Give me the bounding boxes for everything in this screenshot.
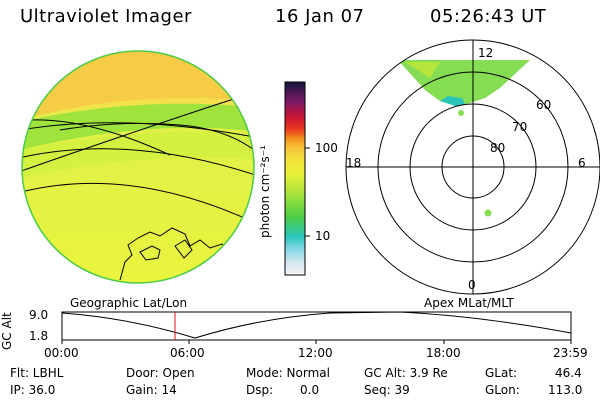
geo-panel-label: Geographic Lat/Lon — [70, 296, 188, 310]
glat-value: 46.4 — [555, 366, 582, 380]
polar-hour-0: 0 — [468, 278, 476, 292]
alt-xtick-0000: 00:00 — [44, 346, 79, 360]
polar-plot — [345, 39, 600, 295]
gain-status: Gain: 14 — [126, 383, 177, 397]
polar-hour-18: 18 — [346, 156, 362, 170]
dsp-label: Dsp: — [246, 383, 274, 397]
alt-xtick-1800: 18:00 — [426, 346, 461, 360]
dsp-value: 0.0 — [300, 383, 320, 397]
glon-label: GLon: — [485, 383, 520, 397]
polar-lat-60: 60 — [536, 98, 552, 112]
flt-status: Flt: LBHL — [10, 366, 64, 380]
color-bar — [284, 81, 310, 276]
alt-xtick-0600: 06:00 — [170, 346, 205, 360]
door-status: Door: Open — [126, 366, 195, 380]
alt-xtick-1200: 12:00 — [298, 346, 333, 360]
app-title: Ultraviolet Imager — [20, 6, 192, 27]
seq-status: Seq: 39 — [364, 383, 410, 397]
alt-ymax: 9.0 — [29, 308, 49, 322]
alt-ylabel: GC Alt — [0, 312, 14, 350]
alt-ymin: 1.8 — [29, 329, 49, 343]
altitude-plot — [61, 311, 572, 344]
geographic-disc — [21, 50, 255, 284]
date-label: 16 Jan 07 — [275, 6, 365, 27]
mode-status: Mode: Normal — [246, 366, 330, 380]
colorbar-tick-100: 100 — [315, 141, 338, 155]
polar-panel-label: Apex MLat/MLT — [424, 296, 514, 310]
time-label: 05:26:43 UT — [430, 6, 547, 27]
polar-lat-80: 80 — [490, 141, 506, 155]
glat-label: GLat: — [485, 366, 518, 380]
gc-alt-status: GC Alt: 3.9 Re — [364, 366, 448, 380]
ip-status: IP: 36.0 — [10, 383, 56, 397]
glon-value: 113.0 — [548, 383, 583, 397]
alt-xtick-2359: 23:59 — [553, 346, 588, 360]
polar-lat-70: 70 — [512, 120, 528, 134]
polar-hour-12: 12 — [478, 46, 494, 60]
polar-hour-6: 6 — [578, 156, 586, 170]
colorbar-unit-label: photon cm⁻²s⁻¹ — [258, 145, 272, 238]
colorbar-tick-10: 10 — [315, 229, 331, 243]
